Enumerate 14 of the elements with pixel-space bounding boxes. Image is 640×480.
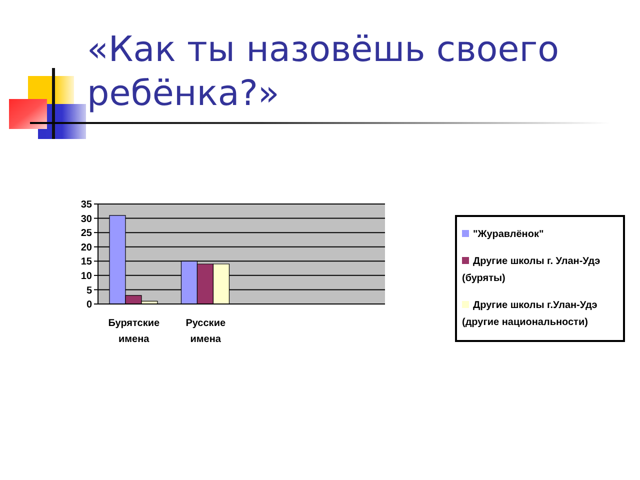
legend-label: "Журавлёнок": [473, 229, 544, 240]
y-tick-label: 35: [80, 200, 92, 211]
y-tick-label: 0: [86, 300, 92, 311]
y-tick-label: 30: [80, 214, 92, 225]
chart-title: «Как ты назовёшь своего ребёнка?»: [87, 29, 560, 116]
x-tick-label: Бурятские имена: [108, 318, 160, 345]
y-tick-label: 10: [80, 270, 92, 282]
legend-label: Другие школы г.Улан-Удэ (другие национальности): [462, 300, 598, 328]
y-tick-label: 20: [80, 242, 92, 254]
x-tick-label: Русские имена: [186, 318, 226, 345]
y-tick-label: 25: [80, 228, 92, 240]
legend-label: Другие школы г. Улан-Удэ (буряты): [462, 256, 600, 284]
y-tick-label: 15: [80, 256, 92, 268]
y-tick-label: 5: [86, 285, 92, 296]
